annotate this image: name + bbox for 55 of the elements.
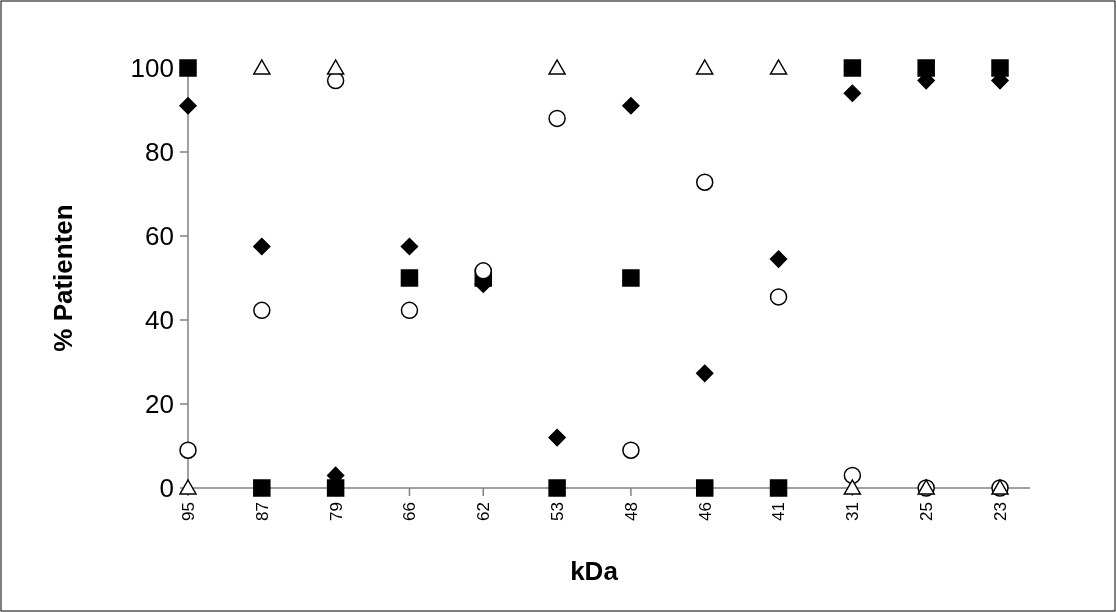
point — [400, 301, 419, 320]
point — [326, 479, 345, 497]
y-tick-label: 60 — [145, 221, 174, 252]
point — [843, 59, 862, 77]
point — [179, 59, 197, 77]
y-tick-label: 40 — [145, 305, 174, 336]
point — [769, 288, 788, 306]
y-tick-label: 100 — [130, 53, 174, 84]
point — [843, 84, 862, 102]
point — [179, 479, 197, 495]
point — [769, 59, 788, 75]
x-tick-label: 66 — [400, 502, 420, 521]
point — [179, 441, 197, 459]
point — [622, 441, 640, 459]
point — [253, 59, 271, 75]
point — [991, 59, 1009, 77]
x-tick-label: 53 — [548, 502, 568, 521]
point — [548, 109, 566, 128]
y-tick-label: 80 — [145, 137, 174, 168]
point — [548, 479, 566, 497]
x-axis-title: kDa — [570, 556, 619, 586]
x-tick-label: 25 — [917, 502, 937, 521]
y-axis-title: % Patienten — [48, 204, 78, 352]
point — [695, 364, 714, 383]
point — [474, 262, 493, 280]
point — [843, 466, 862, 485]
x-tick-label: 87 — [252, 502, 272, 521]
point — [253, 237, 271, 256]
x-tick-label: 62 — [474, 502, 494, 521]
point — [400, 237, 419, 256]
point — [253, 301, 271, 320]
point — [622, 97, 640, 115]
x-tick-label: 31 — [843, 502, 863, 521]
point — [400, 269, 419, 287]
x-tick-label: 46 — [695, 502, 715, 521]
point — [695, 59, 714, 75]
x-tick-label: 48 — [621, 502, 641, 521]
y-tick-label: 20 — [145, 389, 174, 420]
point — [769, 479, 788, 497]
point — [769, 250, 788, 268]
point — [843, 479, 862, 495]
point — [253, 479, 271, 497]
x-tick-label: 23 — [990, 502, 1010, 521]
point — [548, 428, 566, 447]
point — [695, 479, 714, 497]
point — [179, 97, 197, 115]
x-tick-label: 95 — [178, 502, 198, 521]
x-tick-label: 79 — [326, 502, 346, 521]
x-tick-label: 41 — [769, 502, 789, 521]
point — [917, 59, 935, 77]
y-tick-label: 0 — [159, 473, 174, 504]
point — [326, 59, 345, 75]
point — [695, 173, 714, 191]
point — [622, 269, 640, 287]
point — [548, 59, 566, 75]
